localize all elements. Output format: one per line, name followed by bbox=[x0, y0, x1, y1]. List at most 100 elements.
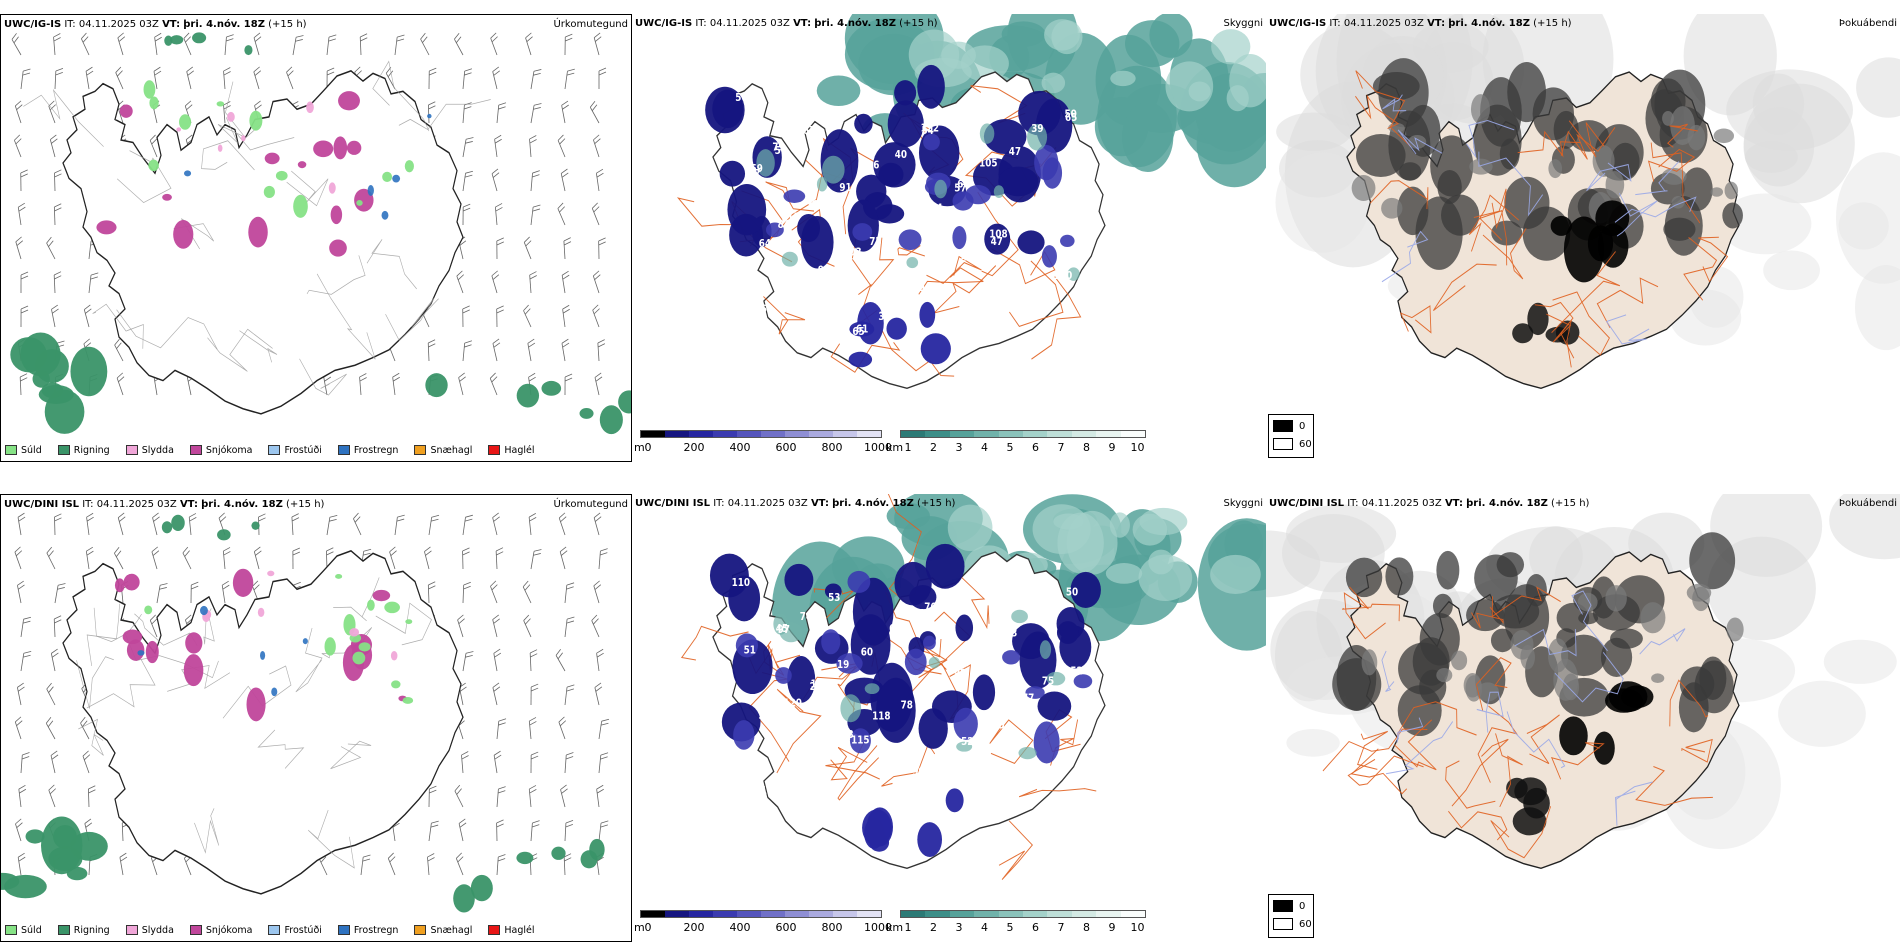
cloudbase-label: 40 bbox=[949, 109, 961, 121]
legend-swatch bbox=[268, 445, 281, 455]
iceland-outline: 110 45 123 48 45 40 56 95 51 50 51 120 49 97 64 44 52 41 5… bbox=[680, 494, 1106, 881]
field-cell bbox=[580, 850, 598, 869]
field-cell bbox=[1683, 14, 1777, 116]
wind-barb bbox=[186, 66, 194, 90]
wind-barb bbox=[427, 581, 436, 604]
field-cell bbox=[1430, 135, 1474, 197]
wind-barb bbox=[394, 34, 405, 56]
wind-barb bbox=[564, 582, 575, 604]
wind-barb bbox=[490, 32, 498, 56]
precip-type-map bbox=[1, 512, 610, 913]
field-cell bbox=[329, 239, 347, 257]
legend-item: Snæhagl bbox=[414, 925, 472, 936]
colorbar-unit: km bbox=[886, 921, 904, 934]
valid-time-value: þri. 4.nóv. 18Z bbox=[814, 18, 896, 29]
wind-barb bbox=[14, 546, 23, 570]
wind-barb bbox=[83, 304, 92, 328]
cloudbase-label: 68 bbox=[1079, 247, 1091, 259]
field-cell bbox=[313, 140, 334, 158]
field-cell bbox=[381, 210, 389, 220]
road-line bbox=[366, 239, 417, 290]
road-line bbox=[375, 602, 432, 646]
field-cell bbox=[904, 648, 927, 676]
field-cell bbox=[1039, 640, 1052, 659]
road-line bbox=[680, 625, 749, 661]
road-line bbox=[316, 273, 376, 360]
wind-barb bbox=[492, 682, 501, 706]
cloudbase-label: 51 bbox=[775, 145, 787, 157]
field-cell bbox=[1, 872, 20, 890]
colorbar-tick: 7 bbox=[1057, 441, 1065, 454]
field-cell bbox=[1694, 660, 1734, 714]
field-cell bbox=[618, 390, 631, 414]
field-cell bbox=[70, 831, 108, 861]
colorbar-tick: 3 bbox=[955, 921, 963, 934]
wind-barb bbox=[427, 101, 436, 124]
model-name: UWC/IG-IS bbox=[1269, 18, 1327, 29]
field-cell bbox=[244, 45, 253, 56]
road-line bbox=[1018, 788, 1097, 798]
wind-barb bbox=[462, 305, 470, 328]
cloudbase-label: 59 bbox=[751, 163, 763, 175]
field-cell bbox=[1724, 181, 1739, 200]
legend-label: Slydda bbox=[141, 444, 174, 456]
field-cell bbox=[1361, 649, 1378, 676]
cloudbase-label: 115 bbox=[851, 735, 870, 747]
wind-barb bbox=[592, 270, 601, 294]
cloudbase-label: 75 bbox=[869, 236, 881, 248]
road-line bbox=[1614, 196, 1697, 223]
field-cell bbox=[1823, 639, 1897, 684]
road-line bbox=[1477, 705, 1518, 783]
field-cell bbox=[453, 884, 475, 913]
cloudbase-label: 55 bbox=[790, 289, 802, 301]
legend-label: Frostregn bbox=[353, 924, 399, 936]
field-cell bbox=[1689, 532, 1736, 590]
colorbar-tick: 4 bbox=[981, 441, 988, 454]
field-cell bbox=[425, 373, 448, 398]
field-cell bbox=[1713, 128, 1735, 144]
cloudbase-label: 105 bbox=[979, 158, 998, 170]
cloudbase-label: 53 bbox=[828, 592, 840, 604]
wind-barb bbox=[561, 270, 570, 294]
field-cell bbox=[405, 619, 413, 625]
cloudbase-colorbar: m 0 200 400 600 800 1000 bbox=[634, 430, 892, 460]
valid-time-value: þri. 4.nóv. 18Z bbox=[832, 498, 914, 509]
cloudbase-label: 45 bbox=[776, 623, 788, 635]
field-cell bbox=[886, 317, 907, 340]
field-cell bbox=[923, 635, 936, 650]
cloudbase-label: 75 bbox=[1042, 676, 1054, 688]
wind-barb bbox=[594, 682, 603, 706]
wind-barb bbox=[20, 650, 32, 672]
wind-barb bbox=[494, 203, 503, 226]
field-cell bbox=[260, 651, 266, 660]
init-time-label: IT: bbox=[1329, 18, 1341, 29]
wind-barb bbox=[462, 68, 473, 90]
field-cell bbox=[263, 185, 275, 199]
legend-swatch bbox=[189, 925, 202, 935]
lead-time: (+15 h) bbox=[1533, 18, 1572, 29]
fog-indicator-map bbox=[1275, 14, 1900, 390]
wind-barb bbox=[598, 67, 607, 90]
field-cell bbox=[1033, 721, 1060, 764]
wind-barb bbox=[462, 102, 472, 124]
cloudbase-label: 76 bbox=[924, 602, 936, 614]
field-cell bbox=[330, 205, 343, 225]
wind-barb bbox=[560, 784, 568, 808]
road-line bbox=[308, 809, 355, 869]
field-cell bbox=[864, 683, 880, 695]
wind-barb bbox=[224, 34, 234, 56]
field-cell bbox=[126, 639, 145, 661]
model-name: UWC/DINI ISL bbox=[4, 499, 80, 510]
wind-barb bbox=[593, 32, 602, 56]
field-cell bbox=[1027, 123, 1048, 151]
road-line bbox=[117, 150, 172, 203]
wind-barb bbox=[589, 100, 600, 124]
field-cell bbox=[404, 160, 414, 173]
road-line bbox=[1506, 711, 1566, 769]
wind-barb bbox=[15, 818, 23, 842]
wind-barb bbox=[496, 305, 504, 328]
iceland-outline bbox=[23, 60, 491, 415]
cloudbase-label: 57 bbox=[954, 183, 966, 195]
wind-barb bbox=[20, 271, 29, 294]
field-cell bbox=[346, 140, 362, 155]
